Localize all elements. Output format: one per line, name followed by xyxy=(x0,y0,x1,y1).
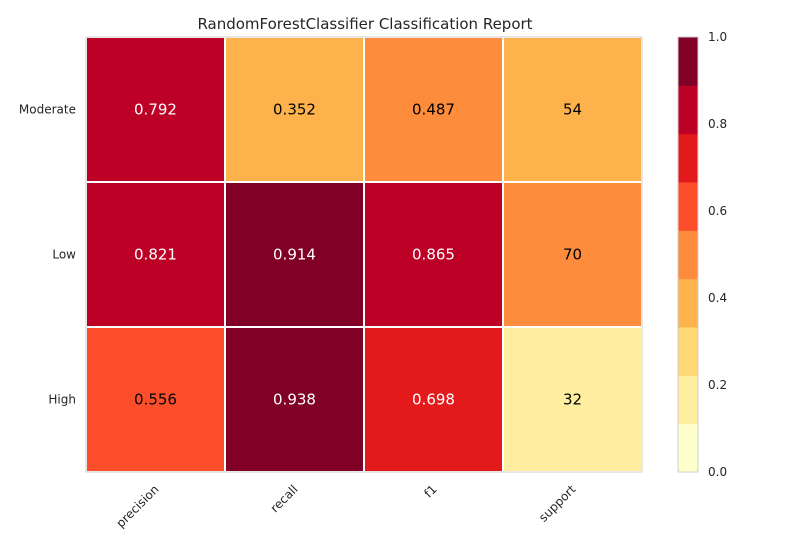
row-tick-label: Low xyxy=(52,248,76,262)
cell-value-label: 70 xyxy=(563,246,582,264)
cell-value-label: 0.938 xyxy=(273,391,316,409)
heatmap-cell xyxy=(85,36,226,183)
heatmap-cell xyxy=(502,326,643,473)
cell-value-label: 0.352 xyxy=(273,101,316,119)
cell-value-label: 0.821 xyxy=(134,246,177,264)
chart-title: RandomForestClassifier Classification Re… xyxy=(197,15,532,33)
plot-frame xyxy=(85,36,643,473)
colorbar: 0.0 0.2 0.4 0.6 0.8 1.0 xyxy=(677,30,727,479)
colorbar-tick-label: 0.6 xyxy=(708,204,727,218)
colorbar-bin xyxy=(678,423,698,473)
heatmap-cell xyxy=(224,326,365,473)
column-labels: precision recall f1 support xyxy=(113,482,578,530)
colorbar-frame xyxy=(677,36,699,473)
column-tick-label: recall xyxy=(268,482,301,515)
heatmap-cell xyxy=(224,36,365,183)
colorbar-tick-label: 0.0 xyxy=(708,465,727,479)
colorbar-bin xyxy=(678,133,698,183)
cell-value-label: 54 xyxy=(563,101,582,119)
heatmap-cell xyxy=(502,181,643,328)
row-tick-label: High xyxy=(48,393,76,407)
column-tick-label: support xyxy=(536,482,579,525)
colorbar-tick-label: 1.0 xyxy=(708,30,727,44)
heatmap-cell xyxy=(502,36,643,183)
colorbar-tick-label: 0.4 xyxy=(708,291,727,305)
heatmap-grid: 0.792 0.352 0.487 54 0.821 0.914 0.865 70 0.556 0… xyxy=(85,36,643,473)
row-tick-label: Moderate xyxy=(19,103,76,117)
colorbar-bin xyxy=(678,85,698,135)
colorbar-bin xyxy=(678,182,698,231)
colorbar-bin xyxy=(678,230,698,280)
row-labels: Moderate Low High xyxy=(19,103,76,407)
column-tick-label: precision xyxy=(113,482,161,530)
cell-value-label: 0.792 xyxy=(134,101,177,119)
colorbar-bin xyxy=(678,375,698,425)
colorbar-bin xyxy=(678,327,698,376)
colorbar-tick-label: 0.2 xyxy=(708,378,727,392)
cell-value-label: 0.865 xyxy=(412,246,455,264)
cell-value-label: 0.487 xyxy=(412,101,455,119)
colorbar-tick-label: 0.8 xyxy=(708,117,727,131)
colorbar-bin xyxy=(678,278,698,328)
column-tick-label: f1 xyxy=(421,482,439,500)
colorbar-bin xyxy=(678,37,698,86)
cell-value-label: 0.698 xyxy=(412,391,455,409)
cell-value-label: 0.914 xyxy=(273,246,316,264)
heatmap-cell xyxy=(224,181,365,328)
cell-value-label: 32 xyxy=(563,391,582,409)
cell-value-label: 0.556 xyxy=(134,391,177,409)
